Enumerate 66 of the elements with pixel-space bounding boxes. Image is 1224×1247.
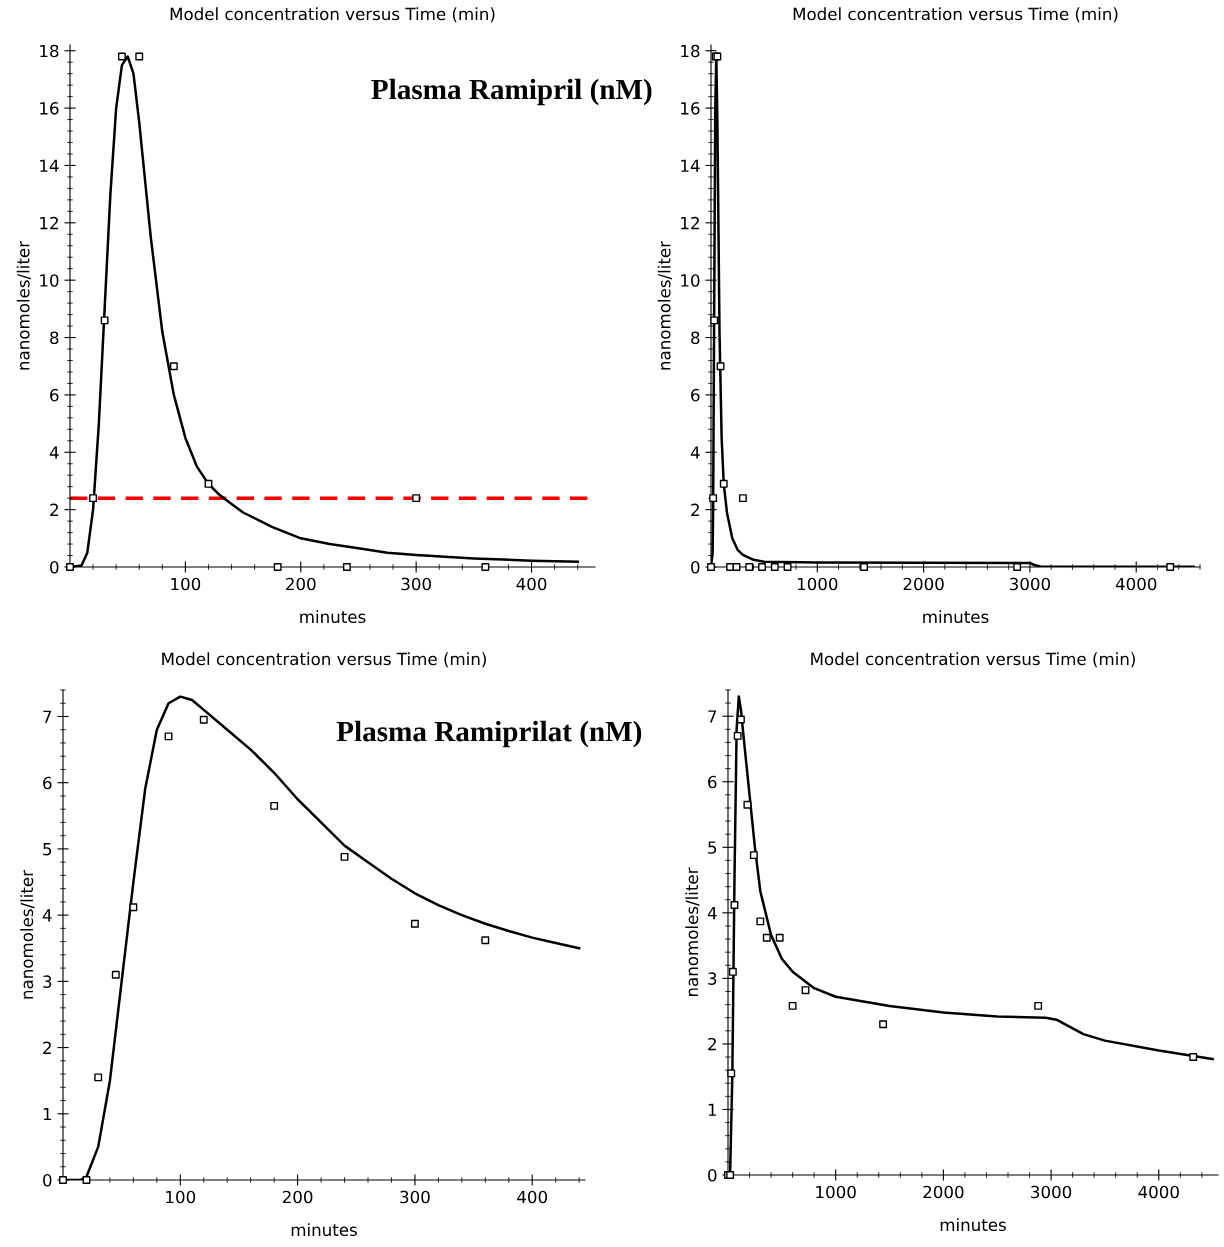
x-tick-label: 400 — [517, 1190, 548, 1204]
x-tick-label: 1000 — [816, 1185, 856, 1199]
chart-title: Model concentration versus Time (min) — [162, 652, 486, 668]
y-axis-title: nanomoles/liter — [16, 240, 31, 370]
y-tick-label: 2 — [691, 503, 699, 516]
y-tick-label: 18 — [681, 44, 700, 58]
x-axis-title: minutes — [940, 1218, 1006, 1232]
y-tick-label: 2 — [43, 1041, 51, 1054]
chart-title: Model concentration versus Time (min) — [811, 652, 1135, 668]
x-axis-title: minutes — [923, 610, 989, 624]
y-tick-label: 0 — [691, 560, 700, 574]
y-tick-label: 12 — [40, 216, 58, 230]
y-tick-label: 16 — [40, 102, 59, 115]
y-tick-label: 4 — [690, 446, 700, 459]
y-tick-label: 6 — [708, 775, 717, 789]
y-tick-label: 18 — [40, 44, 59, 58]
x-axis-title: minutes — [300, 610, 366, 624]
chart-title: Model concentration versus Time (min) — [170, 7, 495, 23]
x-axis-title: minutes — [291, 1223, 357, 1237]
x-tick-label: 200 — [286, 577, 316, 591]
y-tick-label: 7 — [43, 710, 52, 723]
y-tick-label: 5 — [708, 841, 717, 854]
y-tick-label: 16 — [681, 102, 700, 115]
y-tick-label: 2 — [50, 503, 58, 516]
x-tick-label: 100 — [171, 577, 201, 591]
x-tick-label: 300 — [401, 577, 431, 591]
x-tick-label: 100 — [166, 1190, 196, 1204]
x-tick-label: 200 — [282, 1190, 313, 1204]
y-axis-title: nanomoles/liter — [685, 867, 700, 997]
y-tick-label: 5 — [43, 843, 52, 856]
y-tick-label: 7 — [708, 710, 717, 723]
x-tick-label: 300 — [400, 1190, 430, 1204]
y-tick-label: 8 — [691, 331, 700, 345]
y-tick-label: 8 — [50, 331, 59, 345]
y-tick-label: 10 — [40, 274, 59, 287]
x-tick-label: 1000 — [797, 577, 838, 591]
x-tick-label: 4000 — [1138, 1185, 1179, 1199]
chart-title: Model concentration versus Time (min) — [793, 7, 1118, 23]
annotation: Plasma Ramipril (nM) — [371, 78, 652, 106]
y-tick-label: 14 — [40, 159, 59, 172]
y-tick-label: 14 — [681, 159, 700, 172]
y-axis-title: nanomoles/liter — [657, 240, 672, 370]
x-tick-label: 4000 — [1115, 577, 1157, 591]
y-tick-label: 3 — [43, 975, 52, 988]
y-tick-label: 4 — [49, 446, 59, 459]
x-tick-label: 400 — [516, 577, 547, 591]
x-tick-label: 2000 — [903, 577, 944, 591]
y-axis-title: nanomoles/liter — [20, 869, 35, 999]
x-tick-label: 2000 — [923, 1185, 964, 1199]
y-tick-label: 0 — [50, 560, 59, 574]
y-tick-label: 4 — [42, 909, 52, 922]
y-tick-label: 3 — [708, 972, 717, 985]
y-tick-label: 0 — [43, 1173, 52, 1187]
annotation: Plasma Ramiprilat (nM) — [336, 720, 642, 748]
y-tick-label: 2 — [708, 1037, 716, 1051]
y-tick-label: 10 — [681, 274, 700, 287]
y-tick-label: 4 — [707, 907, 717, 920]
y-tick-label: 1 — [708, 1103, 717, 1116]
y-tick-label: 12 — [681, 216, 699, 230]
y-tick-label: 0 — [708, 1168, 717, 1182]
x-tick-label: 3000 — [1031, 1185, 1072, 1199]
y-tick-label: 6 — [691, 388, 700, 402]
y-tick-label: 1 — [43, 1107, 52, 1121]
y-tick-label: 6 — [43, 776, 52, 790]
y-tick-label: 6 — [50, 388, 59, 402]
x-tick-label: 3000 — [1009, 577, 1051, 591]
